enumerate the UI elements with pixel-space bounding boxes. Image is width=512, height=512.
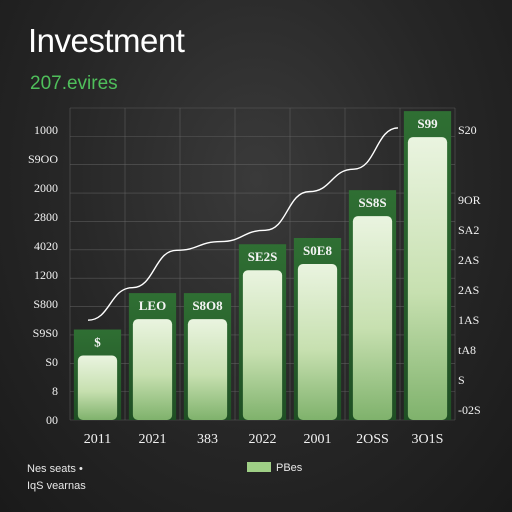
bar-value-label: SE2S: [248, 249, 278, 264]
y-tick-label-right: 9OR: [458, 193, 481, 207]
y-tick-label-left: S9S0: [33, 326, 58, 340]
trend-line-path: [87, 127, 399, 321]
bar-value-label: S0E8: [303, 243, 332, 258]
bar: [77, 355, 118, 420]
legend-swatch: [247, 462, 271, 472]
bar: [132, 319, 173, 420]
bar-value-label: S99: [417, 116, 438, 131]
y-tick-label-left: S0: [45, 355, 58, 369]
y-tick-label-left: 4020: [34, 239, 58, 253]
y-axis-left: 1000 S9OO 2000 2800 4020 1200 S800 S9S0 S0 8 00: [28, 123, 58, 427]
y-tick-label-left: 00: [46, 413, 58, 427]
bar: [187, 319, 228, 420]
bar-value-label: SS8S: [358, 195, 386, 210]
x-tick-label: 2OSS: [356, 432, 389, 447]
y-tick-label-left: 1200: [34, 268, 58, 282]
legend: Nes seats • IqS vearnas PBes: [27, 462, 303, 492]
bar: [297, 264, 338, 420]
x-tick-label: 2011: [84, 432, 111, 447]
y-tick-label-left: S9OO: [28, 152, 58, 166]
chart-title: Investment: [28, 22, 185, 59]
legend-sublabel: IqS vearnas: [27, 480, 86, 492]
y-tick-label-right: 2AS: [458, 253, 479, 267]
y-tick-label-left: 2800: [34, 210, 58, 224]
bar-value-label: S8O8: [192, 298, 223, 313]
bar-value-label: LEO: [139, 298, 166, 313]
x-tick-label: 2021: [139, 432, 167, 447]
y-tick-label-right: 1AS: [458, 313, 479, 327]
bars: $ LEO S8O8 SE2S S0E8 SS8S S99: [73, 111, 452, 421]
y-tick-label-left: S800: [33, 297, 58, 311]
x-tick-label: 383: [197, 432, 218, 447]
y-axis-right: S20 9OR SA2 2AS 2AS 1AS tA8 S -02S: [458, 123, 481, 417]
y-tick-label-right: -02S: [458, 403, 481, 417]
y-tick-label-right: 2AS: [458, 283, 479, 297]
y-tick-label-right: tA8: [458, 343, 476, 357]
y-tick-label-left: 2000: [34, 181, 58, 195]
bar-value-label: $: [94, 335, 101, 350]
bar: [242, 270, 283, 420]
x-tick-label: 2022: [249, 432, 277, 447]
y-tick-label-right: S: [458, 373, 465, 387]
x-tick-label: 3O1S: [412, 432, 444, 447]
x-tick-label: 2001: [304, 432, 332, 447]
x-axis: 2011 2021 383 2022 2001 2OSS 3O1S: [84, 432, 444, 447]
trend-line: [87, 127, 399, 321]
y-tick-label-right: SA2: [458, 223, 479, 237]
legend-label: Nes seats •: [27, 463, 83, 475]
bar: [352, 216, 393, 420]
legend-label: PBes: [276, 462, 303, 474]
y-tick-label-left: 1000: [34, 123, 58, 137]
chart-subtitle: 207.evires: [30, 73, 118, 94]
y-tick-label-right: S20: [458, 123, 477, 137]
bar: [407, 137, 448, 420]
y-tick-label-left: 8: [52, 384, 58, 398]
